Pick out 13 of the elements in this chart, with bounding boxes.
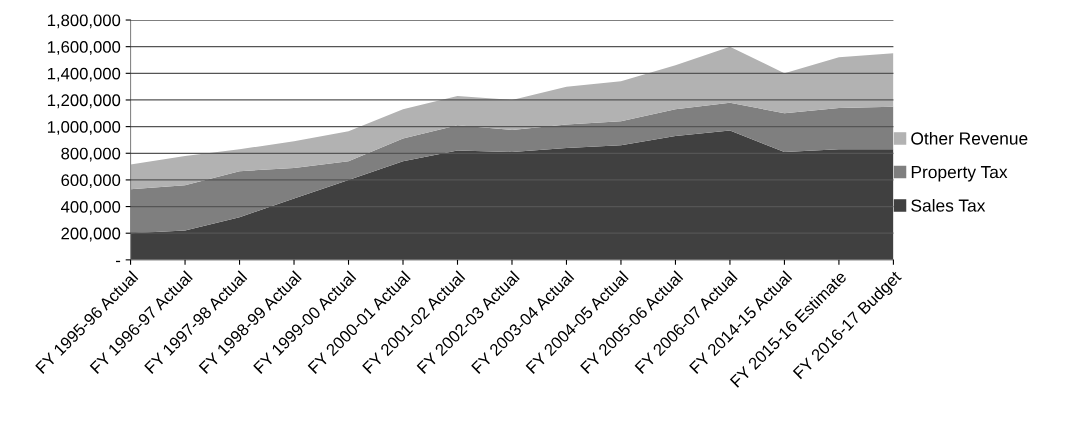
series-label: Sales Tax [911,198,986,212]
y-tick-label: - [116,260,121,263]
y-tick-label: 1,800,000 [47,14,121,29]
y-tick-label: 800,000 [61,147,121,162]
y-tick-label: 400,000 [60,200,121,215]
y-tick-label: 1,600,000 [47,41,121,55]
y-tick-label: 200,000 [61,227,121,242]
y-tick-label: 600,000 [61,174,121,189]
series-label: Other Revenue [911,131,1028,145]
y-tick-label: 1,200,000 [47,94,121,109]
series-label: Property Tax [911,166,1008,182]
y-tick-label: 1,000,000 [47,121,121,135]
y-tick-label: 1,400,000 [47,67,121,82]
